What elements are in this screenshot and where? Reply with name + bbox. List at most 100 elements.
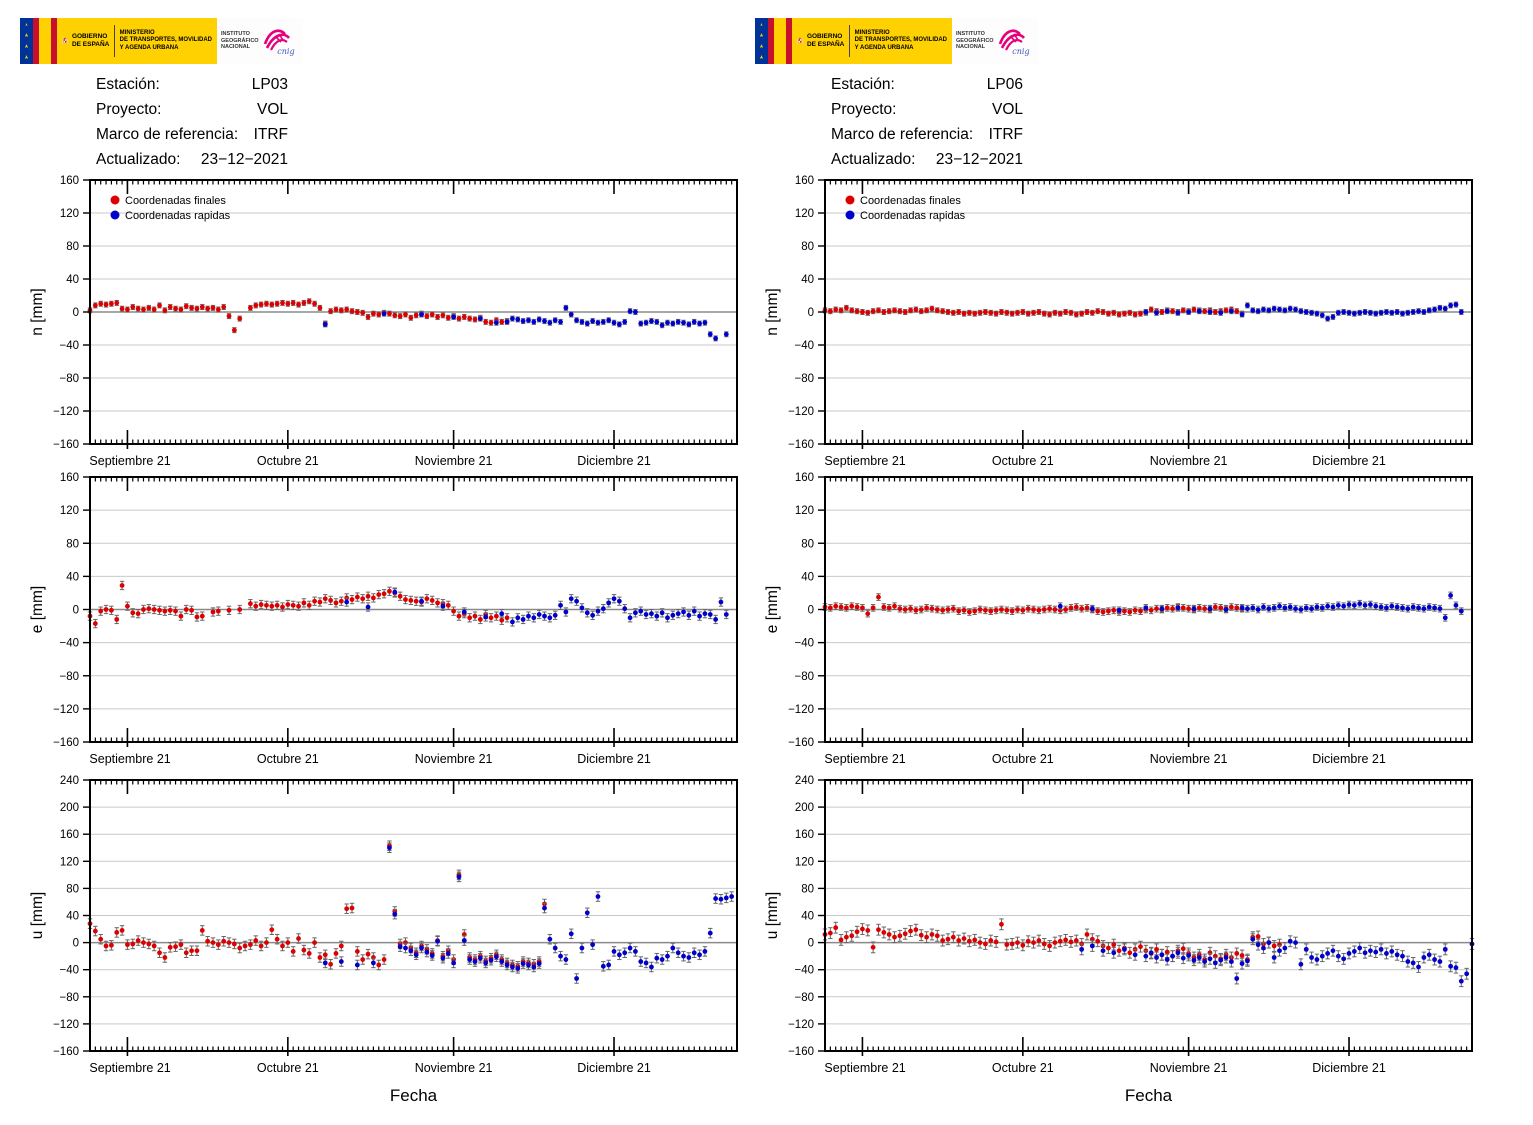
chart-lp03_e-svg: Septiembre 21 Octubre 21 Noviembre 21 Dicie… — [29, 472, 738, 766]
svg-text:Noviembre 21: Noviembre 21 — [415, 1061, 493, 1075]
svg-text:Septiembre 21: Septiembre 21 — [89, 454, 170, 468]
station-label: Estación: — [831, 76, 895, 93]
points-rapidas — [1079, 933, 1475, 988]
updated-value: 23−12−2021 — [200, 151, 288, 168]
svg-text:160: 160 — [60, 829, 79, 841]
svg-text:240: 240 — [60, 775, 79, 787]
svg-text:−40: −40 — [59, 965, 79, 977]
svg-text:80: 80 — [801, 241, 814, 253]
x-axis-ticks — [824, 180, 1473, 449]
frame-label: Marco de referencia: — [831, 126, 974, 143]
svg-text:−80: −80 — [59, 992, 79, 1004]
x-axis-ticks — [89, 780, 738, 1056]
svg-text:Coordenadas rapidas: Coordenadas rapidas — [125, 210, 231, 222]
gridlines — [90, 509, 737, 710]
svg-text:120: 120 — [60, 208, 79, 220]
svg-text:−160: −160 — [788, 439, 814, 451]
project-value: VOL — [256, 101, 288, 118]
chart-lp03-e: Septiembre 21 Octubre 21 Noviembre 21 Dicie… — [22, 467, 751, 786]
svg-text:Noviembre 21: Noviembre 21 — [1150, 752, 1228, 766]
points-finales — [87, 298, 510, 334]
chart-lp03_n-svg: Septiembre 21 Octubre 21 Noviembre 21 Dicie… — [29, 175, 738, 468]
svg-text:0: 0 — [73, 307, 79, 319]
station-info-left: Estación: LP03 Proyecto: VOL Marco de refe… — [96, 72, 288, 172]
flag-red-stripe — [768, 18, 774, 64]
svg-text:Diciembre 21: Diciembre 21 — [1312, 454, 1386, 468]
x-axis-title: Fecha — [390, 1086, 438, 1105]
x-axis-labels: Septiembre 21 Octubre 21 Noviembre 21 Dicie… — [89, 1061, 650, 1075]
station-value: LP03 — [251, 76, 288, 93]
points-finales — [87, 580, 510, 629]
svg-text:−120: −120 — [53, 406, 79, 418]
ministry-yellow-block: GOBIERNO DE ESPAÑA MINISTERIO DE TRANSPO… — [792, 18, 952, 64]
svg-text:160: 160 — [60, 175, 79, 187]
y-axis: −160 −120 −80 −40 0 40 80 120 160 — [53, 472, 90, 749]
svg-text:0: 0 — [808, 307, 814, 319]
svg-text:−80: −80 — [794, 671, 814, 683]
chart-lp06-n: Septiembre 21 Octubre 21 Noviembre 21 Dicie… — [757, 170, 1486, 488]
y-axis-title: n [mm] — [29, 288, 46, 335]
svg-text:160: 160 — [795, 472, 814, 484]
svg-text:40: 40 — [66, 274, 79, 286]
x-axis-labels: Septiembre 21 Octubre 21 Noviembre 21 Dicie… — [824, 454, 1385, 468]
svg-text:Octubre 21: Octubre 21 — [257, 454, 319, 468]
gridlines — [90, 806, 737, 1025]
gobierno-espana-logo-right: GOBIERNO DE ESPAÑA MINISTERIO DE TRANSPO… — [755, 18, 1038, 64]
points-rapidas — [1143, 301, 1464, 322]
instituto-block: INSTITUTO GEOGRÁFICO NACIONAL cnig — [217, 18, 303, 64]
svg-text:−80: −80 — [794, 373, 814, 385]
points-finales — [87, 840, 547, 972]
svg-text:Octubre 21: Octubre 21 — [992, 752, 1054, 766]
svg-text:Septiembre 21: Septiembre 21 — [89, 752, 170, 766]
station-label: Estación: — [96, 76, 160, 93]
svg-text:−40: −40 — [59, 340, 79, 352]
coat-of-arms-icon — [62, 37, 68, 45]
flag-red-stripe — [33, 18, 39, 64]
svg-text:−40: −40 — [59, 638, 79, 650]
flag-red-stripe2 — [51, 18, 57, 64]
gobierno-espana-logo-left: GOBIERNO DE ESPAÑA MINISTERIO DE TRANSPO… — [20, 18, 303, 64]
points-finales — [822, 304, 1245, 318]
svg-text:Coordenadas finales: Coordenadas finales — [125, 195, 226, 207]
updated-value: 23−12−2021 — [935, 151, 1023, 168]
svg-text:0: 0 — [808, 605, 814, 617]
y-axis: −160 −120 −80 −40 0 40 80 120 160 — [788, 472, 825, 749]
x-axis-labels: Septiembre 21 Octubre 21 Noviembre 21 Dicie… — [824, 752, 1385, 766]
eu-stars-icon — [20, 18, 33, 64]
svg-text:Coordenadas finales: Coordenadas finales — [860, 195, 961, 207]
svg-text:160: 160 — [60, 472, 79, 484]
project-value: VOL — [991, 101, 1023, 118]
instituto-text: INSTITUTO GEOGRÁFICO NACIONAL — [221, 31, 259, 51]
svg-text:40: 40 — [801, 571, 814, 583]
chart-lp06_e-svg: Septiembre 21 Octubre 21 Noviembre 21 Dicie… — [764, 472, 1473, 766]
ministry-yellow-block: GOBIERNO DE ESPAÑA MINISTERIO DE TRANSPO… — [57, 18, 217, 64]
y-axis-title: e [mm] — [29, 586, 46, 633]
x-axis-ticks — [824, 780, 1473, 1056]
svg-text:−160: −160 — [788, 737, 814, 749]
legend: Coordenadas finales Coordenadas rapidas — [110, 195, 231, 222]
svg-text:160: 160 — [795, 175, 814, 187]
svg-text:Septiembre 21: Septiembre 21 — [89, 1061, 170, 1075]
spain-flag-block — [755, 18, 792, 64]
svg-text:Septiembre 21: Septiembre 21 — [824, 752, 905, 766]
svg-text:Septiembre 21: Septiembre 21 — [824, 454, 905, 468]
chart-lp03_u-svg: Septiembre 21 Octubre 21 Noviembre 21 Dicie… — [29, 775, 738, 1105]
gridlines — [825, 806, 1472, 1025]
cnig-text: cnig — [1012, 47, 1030, 56]
points-rapidas — [344, 587, 729, 627]
svg-text:Diciembre 21: Diciembre 21 — [577, 752, 651, 766]
x-axis-labels: Septiembre 21 Octubre 21 Noviembre 21 Dicie… — [824, 1061, 1385, 1075]
svg-text:Diciembre 21: Diciembre 21 — [577, 1061, 651, 1075]
station-value: LP06 — [986, 76, 1023, 93]
svg-text:−160: −160 — [53, 737, 79, 749]
coat-of-arms-icon — [797, 37, 803, 45]
gobierno-text: GOBIERNO DE ESPAÑA — [806, 33, 845, 48]
project-label: Proyecto: — [831, 101, 897, 118]
y-axis-title: e [mm] — [764, 586, 781, 633]
y-axis: −160 −120 −80 −40 0 40 80 120 160 — [788, 175, 825, 451]
flag-red-stripe2 — [786, 18, 792, 64]
chart-lp03-n: Septiembre 21 Octubre 21 Noviembre 21 Dicie… — [22, 170, 751, 488]
